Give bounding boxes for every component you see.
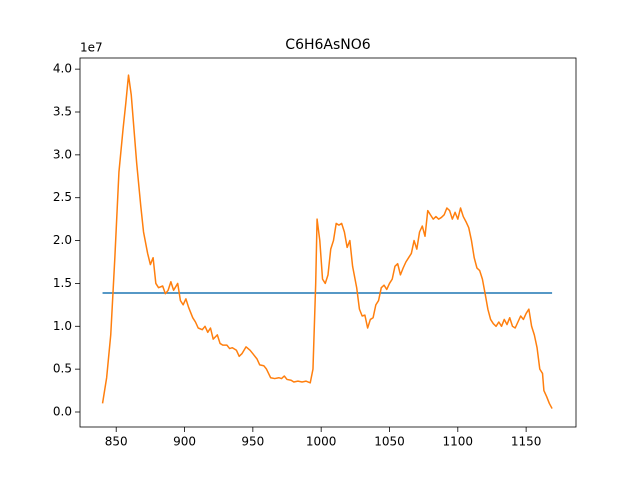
y-tick-label: 1.5 bbox=[53, 276, 72, 290]
x-tick-label: 1100 bbox=[443, 435, 474, 449]
y-tick-label: 3.5 bbox=[53, 105, 72, 119]
y-tick-label: 1.0 bbox=[53, 319, 72, 333]
y-tick-label: 4.0 bbox=[53, 62, 72, 76]
y-tick-label: 0.0 bbox=[53, 405, 72, 419]
y-offset-label: 1e7 bbox=[80, 41, 103, 55]
y-tick-label: 3.0 bbox=[53, 147, 72, 161]
chart-title: C6H6AsNO6 bbox=[285, 37, 370, 53]
y-tick-label: 0.5 bbox=[53, 362, 72, 376]
x-tick-label: 900 bbox=[173, 435, 196, 449]
x-tick-label: 1000 bbox=[306, 435, 337, 449]
x-tick-label: 850 bbox=[105, 435, 128, 449]
x-tick-label: 1050 bbox=[374, 435, 405, 449]
x-tick-label: 1150 bbox=[511, 435, 542, 449]
y-tick-label: 2.0 bbox=[53, 233, 72, 247]
axes-frame bbox=[79, 57, 577, 428]
data-line bbox=[101, 74, 553, 409]
y-tick-label: 2.5 bbox=[53, 190, 72, 204]
x-tick-label: 950 bbox=[241, 435, 264, 449]
